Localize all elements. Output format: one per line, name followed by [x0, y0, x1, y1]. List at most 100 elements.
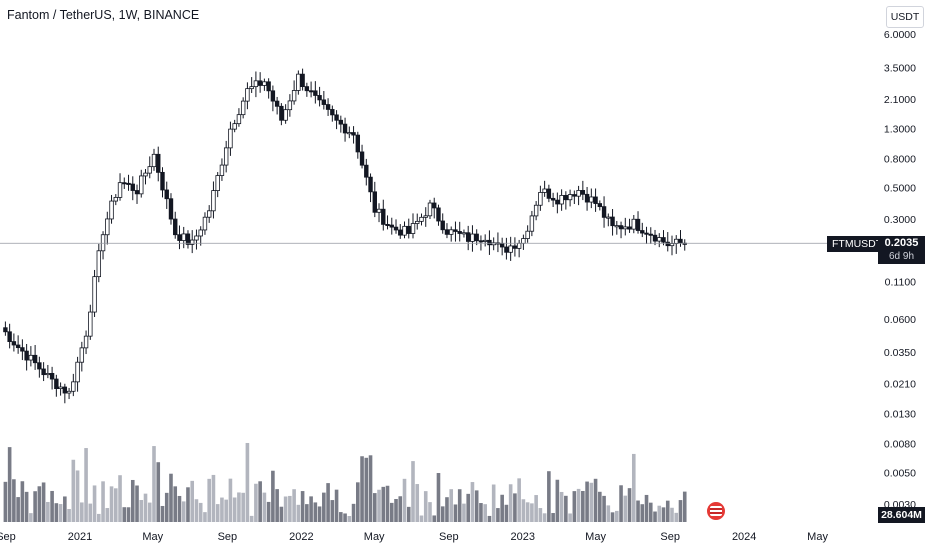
- volume-bar: [440, 506, 445, 522]
- candle-body: [533, 204, 539, 217]
- us-flag-icon[interactable]: [706, 501, 726, 521]
- volume-bar: [593, 478, 598, 522]
- bar-countdown: 6d 9h: [888, 251, 915, 262]
- volume-bar: [356, 482, 360, 522]
- symbol-label: FTMUSDT: [827, 236, 888, 252]
- volume-bar: [436, 473, 441, 522]
- volume-bar: [228, 478, 233, 522]
- volume-bar: [322, 492, 326, 522]
- volume-bar: [29, 513, 33, 522]
- volume-bar: [288, 495, 292, 522]
- candle-body: [54, 378, 59, 390]
- candle-body: [270, 90, 276, 102]
- volume-bar: [559, 491, 564, 522]
- volume-bar: [347, 515, 352, 522]
- volume-bar: [343, 513, 347, 522]
- candle-body: [228, 128, 233, 149]
- volume-bar: [46, 501, 50, 522]
- volume-bar: [186, 487, 190, 522]
- volume-bar: [16, 497, 20, 522]
- volume-bar: [20, 481, 25, 522]
- volume-bar: [71, 459, 76, 522]
- volume-bar: [147, 502, 152, 522]
- candle-body: [415, 220, 420, 224]
- volume-bar: [581, 490, 585, 522]
- volume-bar: [487, 515, 492, 522]
- volume-bar: [682, 491, 687, 522]
- candle-body: [359, 151, 365, 166]
- candle-body: [291, 90, 297, 102]
- volume-bar: [63, 496, 67, 522]
- volume-bar: [258, 481, 262, 522]
- candle-body: [283, 109, 288, 121]
- candle-body: [126, 182, 131, 185]
- volume-bar: [653, 511, 657, 522]
- volume-bar: [483, 504, 487, 522]
- candle-body: [62, 386, 68, 394]
- candle-body: [644, 232, 649, 235]
- candle-body: [457, 231, 462, 234]
- candle-body: [584, 193, 590, 203]
- x-tick-label: Sep: [0, 531, 16, 543]
- volume-bar: [75, 470, 80, 522]
- volume-bar: [92, 485, 97, 522]
- volume-bar: [615, 510, 619, 522]
- volume-bar: [160, 505, 165, 522]
- y-tick-label: 0.3000: [884, 214, 916, 226]
- candle-body: [419, 216, 424, 222]
- volume-bar: [479, 503, 483, 522]
- y-tick-label: 0.0350: [884, 347, 916, 359]
- candle-body: [576, 190, 581, 197]
- candle-body: [444, 229, 450, 235]
- candle-body: [381, 208, 386, 225]
- volume-bar: [130, 479, 135, 522]
- candle-body: [75, 361, 80, 383]
- volume-bar: [215, 504, 220, 522]
- candle-body: [652, 234, 658, 242]
- candle-body: [427, 202, 433, 217]
- volume-bar: [292, 489, 296, 522]
- volume-bar: [496, 508, 500, 522]
- candle-body: [41, 368, 46, 376]
- volume-bar: [190, 480, 195, 522]
- volume-bar: [241, 492, 245, 522]
- candle-body: [296, 73, 301, 91]
- candle-body: [580, 190, 586, 195]
- candle-body: [347, 132, 352, 135]
- candle-body: [287, 100, 293, 111]
- candle-body: [631, 218, 636, 230]
- volume-bar: [360, 456, 364, 522]
- candle-body: [618, 225, 624, 230]
- currency-button[interactable]: USDT: [886, 6, 924, 28]
- candle-body: [83, 335, 89, 349]
- candle-body: [202, 216, 208, 231]
- candle-body: [516, 242, 522, 249]
- volume-bar: [101, 481, 105, 522]
- volume-bar: [50, 490, 54, 522]
- volume-bar: [351, 503, 356, 522]
- candle-body: [147, 166, 152, 174]
- volume-bar: [551, 513, 555, 522]
- volume-bar: [394, 498, 398, 522]
- volume-bar: [364, 457, 369, 522]
- volume-bar: [372, 493, 377, 522]
- candle-body: [313, 90, 318, 96]
- volume-bar: [555, 479, 560, 522]
- volume-bar: [602, 495, 606, 522]
- volume-bar: [457, 489, 462, 522]
- candle-body: [423, 215, 428, 218]
- candle-body: [240, 100, 246, 116]
- volume-bar: [623, 495, 628, 522]
- candle-body: [410, 223, 416, 234]
- candle-body: [211, 190, 216, 212]
- y-tick-label: 2.1000: [884, 94, 916, 106]
- volume-bar: [636, 500, 640, 522]
- volume-bar: [453, 504, 458, 522]
- x-tick-label: 2024: [732, 531, 756, 543]
- candle-body: [194, 235, 199, 241]
- volume-bar: [12, 479, 16, 522]
- candle-body: [559, 195, 564, 205]
- volume-bar: [54, 503, 59, 522]
- candle-body: [593, 196, 598, 204]
